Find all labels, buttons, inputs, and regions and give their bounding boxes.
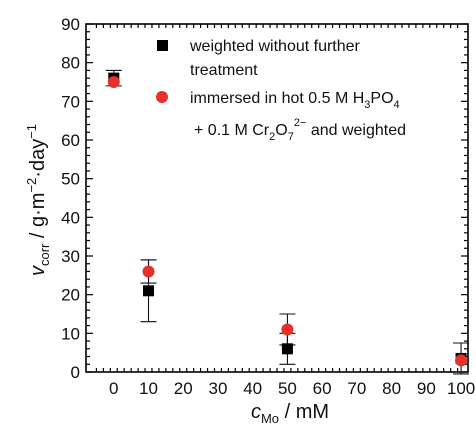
- x-axis-title: cMo / mM: [251, 401, 329, 426]
- data-point-black-square: [143, 285, 155, 297]
- y-tick-label: 60: [61, 131, 80, 150]
- x-tick-label: 60: [313, 379, 332, 398]
- y-tick-label: 80: [61, 54, 80, 73]
- y-tick-label: 70: [61, 92, 80, 111]
- legend: weighted without further treatment immer…: [156, 38, 406, 143]
- x-tick-label: 40: [243, 379, 262, 398]
- y-tick-label: 0: [71, 363, 80, 382]
- y-tick-label: 10: [61, 324, 80, 343]
- axes-frame: [85, 23, 469, 373]
- x-tick-label: 100: [447, 379, 475, 398]
- data-point-red-circle: [281, 323, 294, 336]
- legend-item2-line2: + 0.1 M Cr2O72− and weighted: [194, 117, 406, 143]
- y-tick-label: 30: [61, 247, 80, 266]
- x-tick-label: 30: [209, 379, 228, 398]
- legend-marker-red-circle: [156, 91, 168, 103]
- y-tick-label: 20: [61, 286, 80, 305]
- x-tick-label: 70: [347, 379, 366, 398]
- x-tick-label: 50: [278, 379, 297, 398]
- y-tick-label: 40: [61, 208, 80, 227]
- plot-frame: [85, 23, 469, 373]
- x-tick-label: 20: [174, 379, 193, 398]
- y-tick-label: 90: [61, 15, 80, 34]
- data-points: [107, 72, 468, 367]
- axis-ticks: 0 10 20 30 40 50 60 70 80 90 0 10 20 30 40 50 60 70 80 90 10…: [61, 15, 475, 398]
- data-point-black-square: [281, 343, 293, 355]
- legend-marker-black-square: [157, 40, 168, 51]
- x-tick-label: 10: [139, 379, 158, 398]
- x-tick-label: 0: [109, 379, 118, 398]
- legend-item2-line1: immersed in hot 0.5 M H3PO4: [190, 90, 400, 111]
- x-tick-label: 90: [417, 379, 436, 398]
- y-axis-title: vcorr / g·m−2·day−1: [24, 124, 52, 276]
- data-point-red-circle: [142, 265, 155, 278]
- legend-item1-line2: treatment: [190, 62, 258, 79]
- data-point-red-circle: [107, 76, 120, 88]
- y-tick-label: 50: [61, 170, 80, 189]
- data-point-red-circle: [455, 354, 468, 367]
- x-tick-label: 80: [382, 379, 401, 398]
- legend-item1-line1: weighted without further: [189, 38, 361, 55]
